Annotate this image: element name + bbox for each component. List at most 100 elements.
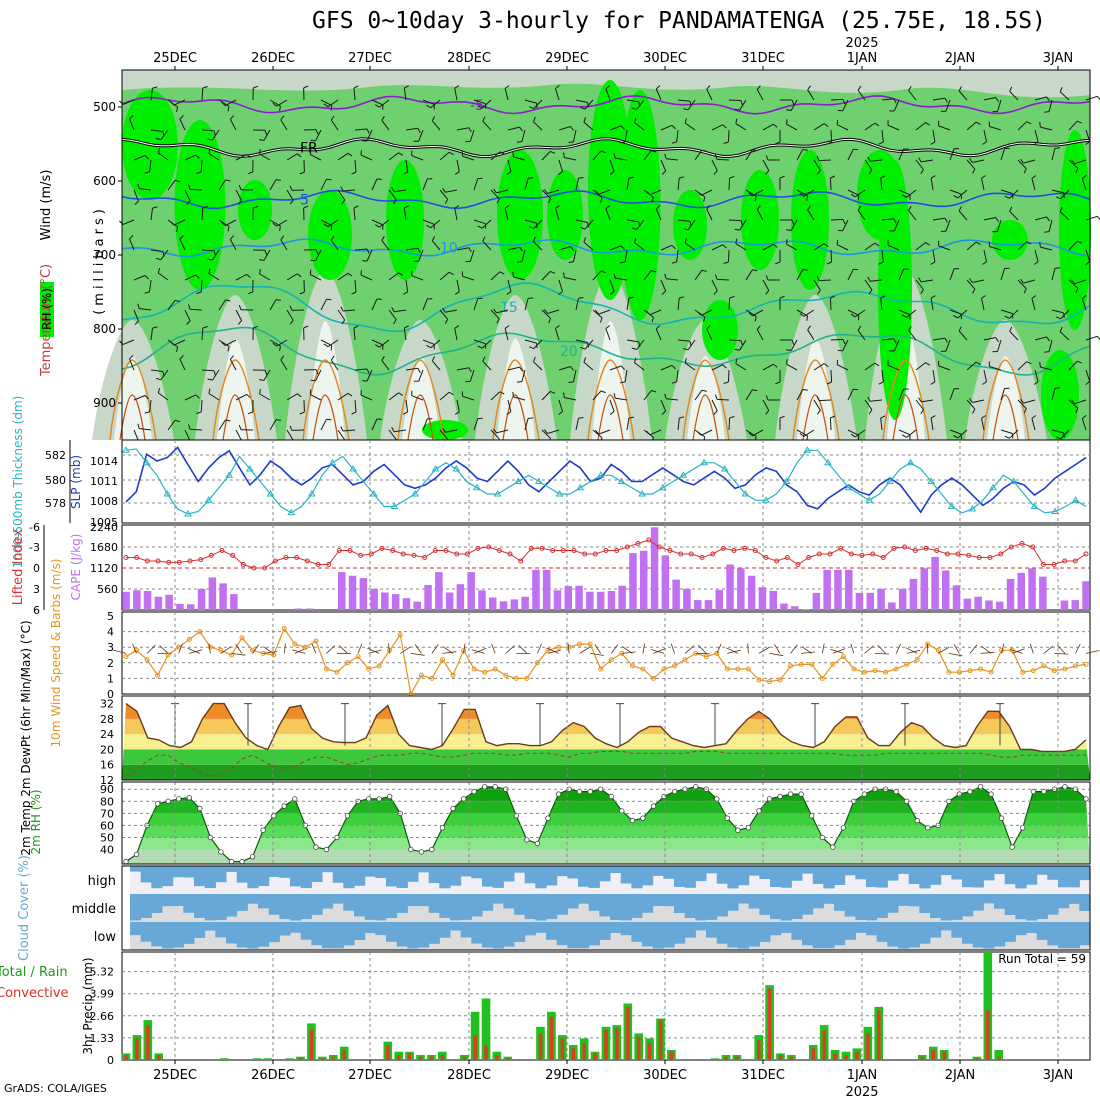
wind-barb-flag xyxy=(765,290,770,295)
wind-barb xyxy=(983,249,987,262)
wind-barb-flag xyxy=(279,345,281,351)
wind-barb xyxy=(327,219,339,228)
wind-barb-10m xyxy=(567,643,570,654)
cloud-cover-cell xyxy=(546,866,558,886)
wind-barb xyxy=(173,99,186,106)
cape-bar xyxy=(791,606,799,610)
lifted-index-marker xyxy=(859,552,865,558)
wind-speed-marker xyxy=(355,654,361,660)
wind-barb xyxy=(122,339,135,345)
wind-barb-flag xyxy=(417,368,421,373)
lifted-index-marker xyxy=(774,558,780,564)
wind-barb xyxy=(615,277,628,281)
wind-barb-flag xyxy=(188,304,191,310)
wind-barb xyxy=(133,275,146,281)
wind-barb-10m xyxy=(1001,643,1005,654)
cloud-cover-cell xyxy=(866,922,878,936)
wind-barb xyxy=(1023,279,1036,284)
thickness-marker xyxy=(700,458,708,466)
wind-barb xyxy=(366,369,373,382)
wind-barb xyxy=(796,269,804,281)
wind-barb-flag xyxy=(701,149,707,152)
cloud-cover-cell xyxy=(951,866,963,880)
wind-barb xyxy=(179,358,186,371)
wind-speed-marker xyxy=(956,669,962,675)
wind-barb-flag xyxy=(664,273,667,279)
wind-barb-flag xyxy=(1046,216,1050,222)
wind-barb xyxy=(830,218,844,221)
cloud-cover-cell xyxy=(812,922,824,949)
cloud-cover-cell xyxy=(567,894,579,909)
wind-barb xyxy=(403,328,407,341)
precip-convective-bar xyxy=(604,1030,608,1060)
wind-speed-marker xyxy=(239,635,245,641)
wind-barb xyxy=(1060,429,1070,440)
wind-barb xyxy=(609,159,615,172)
rh-marker xyxy=(956,791,963,797)
wind-barb xyxy=(1009,429,1019,439)
wind-barb xyxy=(189,428,203,431)
wind-barb-flag xyxy=(600,150,606,154)
wind-barb xyxy=(212,249,220,261)
precip-convective-bar xyxy=(462,1056,466,1060)
wind-barb-flag xyxy=(775,381,781,385)
wind-barb xyxy=(592,270,602,281)
wind-barb-flag xyxy=(628,176,634,179)
wind-barb xyxy=(310,274,322,281)
cloud-cover-cell xyxy=(332,894,344,904)
wind-barb-flag xyxy=(930,295,936,299)
wind-barb xyxy=(354,248,368,251)
precip-convective-bar xyxy=(931,1050,935,1060)
wind-barb-flag xyxy=(713,290,718,295)
wind-barb xyxy=(752,429,764,437)
wind-barb xyxy=(575,418,579,431)
wind-speed-marker xyxy=(123,654,129,660)
wind-barb xyxy=(388,309,397,320)
wind-barb-flag xyxy=(393,199,397,205)
wind-barb-10m xyxy=(357,643,363,654)
lifted-index-marker xyxy=(240,562,246,567)
wind-barb-flag xyxy=(366,368,370,374)
wind-barb xyxy=(1034,336,1047,341)
lifted-index-marker xyxy=(283,555,289,560)
rh-very-dry-core xyxy=(307,321,345,440)
wind-barb-flag xyxy=(1071,159,1075,165)
wind-barb xyxy=(558,279,563,292)
li-tick-label: -6 xyxy=(29,521,40,534)
thickness-marker xyxy=(658,483,667,491)
precip-total-bar xyxy=(983,952,993,1060)
lifted-index-marker xyxy=(422,555,428,560)
wind-barb xyxy=(1085,369,1091,382)
wind-barb xyxy=(1081,418,1087,431)
date-label-top: 28DEC xyxy=(447,51,491,66)
wind-barb-flag xyxy=(1009,206,1013,212)
thickness-marker xyxy=(142,458,151,466)
wind-speed-marker xyxy=(819,675,825,681)
wind-barb xyxy=(1034,129,1039,142)
wind-barb-flag xyxy=(634,117,637,123)
wind-barb-flag xyxy=(595,309,600,315)
thickness-tick-label: 578 xyxy=(45,497,66,510)
wind-barb-flag xyxy=(144,275,149,280)
lifted-index-marker xyxy=(315,562,321,567)
wind-barb-flag xyxy=(901,194,907,198)
wind-barb-flag xyxy=(802,269,808,271)
wind-barb xyxy=(756,89,764,101)
wind-barb-flag xyxy=(713,410,718,415)
wind-barb xyxy=(212,129,220,141)
wind-barb-flag xyxy=(722,244,727,249)
wind-barb-flag xyxy=(137,303,140,309)
cape-bar xyxy=(348,575,357,610)
wind-barb-flag xyxy=(279,225,281,231)
wind-barb xyxy=(225,219,237,227)
wind-barb-flag xyxy=(806,195,808,201)
cloud-cover-cell xyxy=(482,894,494,911)
lifted-index-marker xyxy=(806,555,812,560)
wind-barb xyxy=(353,327,356,341)
cloud-cover-cell xyxy=(802,922,814,946)
cloud-cover-cell xyxy=(460,894,472,920)
wind-barb-flag xyxy=(605,205,611,210)
cloud-cover-cell xyxy=(471,866,483,879)
wind-speed-marker xyxy=(904,661,910,667)
wind-barb xyxy=(818,399,832,402)
